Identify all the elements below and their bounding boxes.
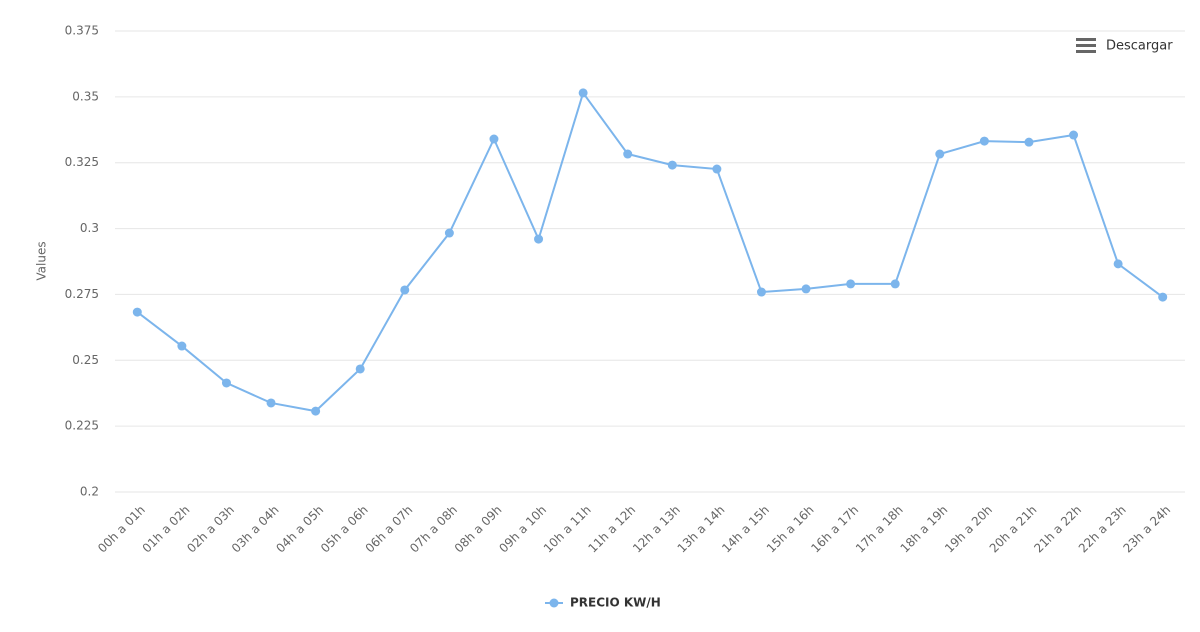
legend-item: PRECIO KW/H <box>545 596 661 610</box>
y-tick-label: 0.325 <box>65 155 99 169</box>
data-point <box>400 285 410 295</box>
menu-icon <box>1076 50 1096 53</box>
data-point <box>355 364 365 374</box>
data-point <box>534 234 544 244</box>
x-tick-label: 22h a 23h <box>1076 503 1129 556</box>
legend-symbol <box>549 598 559 608</box>
x-tick-label: 07h a 08h <box>407 503 460 556</box>
data-point <box>890 279 900 289</box>
x-tick-label: 20h a 21h <box>987 503 1040 556</box>
y-tick-label: 0.375 <box>65 24 99 38</box>
data-point <box>221 378 231 388</box>
x-tick-label: 03h a 04h <box>229 503 282 556</box>
data-point <box>712 164 722 174</box>
y-tick-label: 0.225 <box>65 419 99 433</box>
x-tick-label: 12h a 13h <box>630 503 683 556</box>
x-tick-label: 16h a 17h <box>808 503 861 556</box>
x-tick-label: 17h a 18h <box>853 503 906 556</box>
x-tick-label: 19h a 20h <box>942 503 995 556</box>
data-point <box>311 406 321 416</box>
x-tick-label: 02h a 03h <box>184 503 237 556</box>
x-tick-label: 00h a 01h <box>95 503 148 556</box>
data-point <box>1069 130 1079 140</box>
data-point <box>444 228 454 238</box>
menu-label[interactable]: Descargar <box>1106 39 1173 54</box>
x-tick-label: 11h a 12h <box>585 503 638 556</box>
y-tick-label: 0.3 <box>80 221 99 235</box>
y-tick-label: 0.2 <box>80 485 99 499</box>
data-point <box>801 284 811 294</box>
data-point <box>132 307 142 317</box>
menu-icon <box>1076 44 1096 47</box>
x-tick-label: 18h a 19h <box>898 503 951 556</box>
x-tick-label: 13h a 14h <box>675 503 728 556</box>
data-point <box>578 88 588 98</box>
menu-icon <box>1076 38 1096 41</box>
data-point <box>1024 137 1034 147</box>
x-tick-label: 23h a 24h <box>1120 503 1173 556</box>
data-point <box>1158 292 1168 302</box>
legend-label: PRECIO KW/H <box>570 596 661 610</box>
y-tick-label: 0.35 <box>72 89 99 103</box>
x-tick-label: 15h a 16h <box>764 503 817 556</box>
x-tick-label: 01h a 02h <box>140 503 193 556</box>
x-tick-label: 14h a 15h <box>719 503 772 556</box>
data-point <box>935 149 945 159</box>
y-axis-title: Values <box>35 241 49 280</box>
x-tick-label: 08h a 09h <box>452 503 505 556</box>
data-point <box>846 279 856 289</box>
data-point <box>667 160 677 170</box>
x-tick-label: 04h a 05h <box>273 503 326 556</box>
menu-button[interactable]: Descargar <box>1076 38 1173 54</box>
data-point <box>623 149 633 159</box>
data-point <box>266 398 276 408</box>
data-point <box>489 134 499 144</box>
y-tick-label: 0.275 <box>65 287 99 301</box>
x-tick-label: 09h a 10h <box>496 503 549 556</box>
y-tick-label: 0.25 <box>72 353 99 367</box>
series-line <box>136 90 1164 413</box>
x-tick-label: 06h a 07h <box>363 503 416 556</box>
x-tick-label: 10h a 11h <box>541 503 594 556</box>
data-point <box>177 341 187 351</box>
x-tick-label: 21h a 22h <box>1031 503 1084 556</box>
data-point <box>756 287 766 297</box>
x-tick-label: 05h a 06h <box>318 503 371 556</box>
data-point <box>979 136 989 146</box>
data-point <box>1113 259 1123 269</box>
